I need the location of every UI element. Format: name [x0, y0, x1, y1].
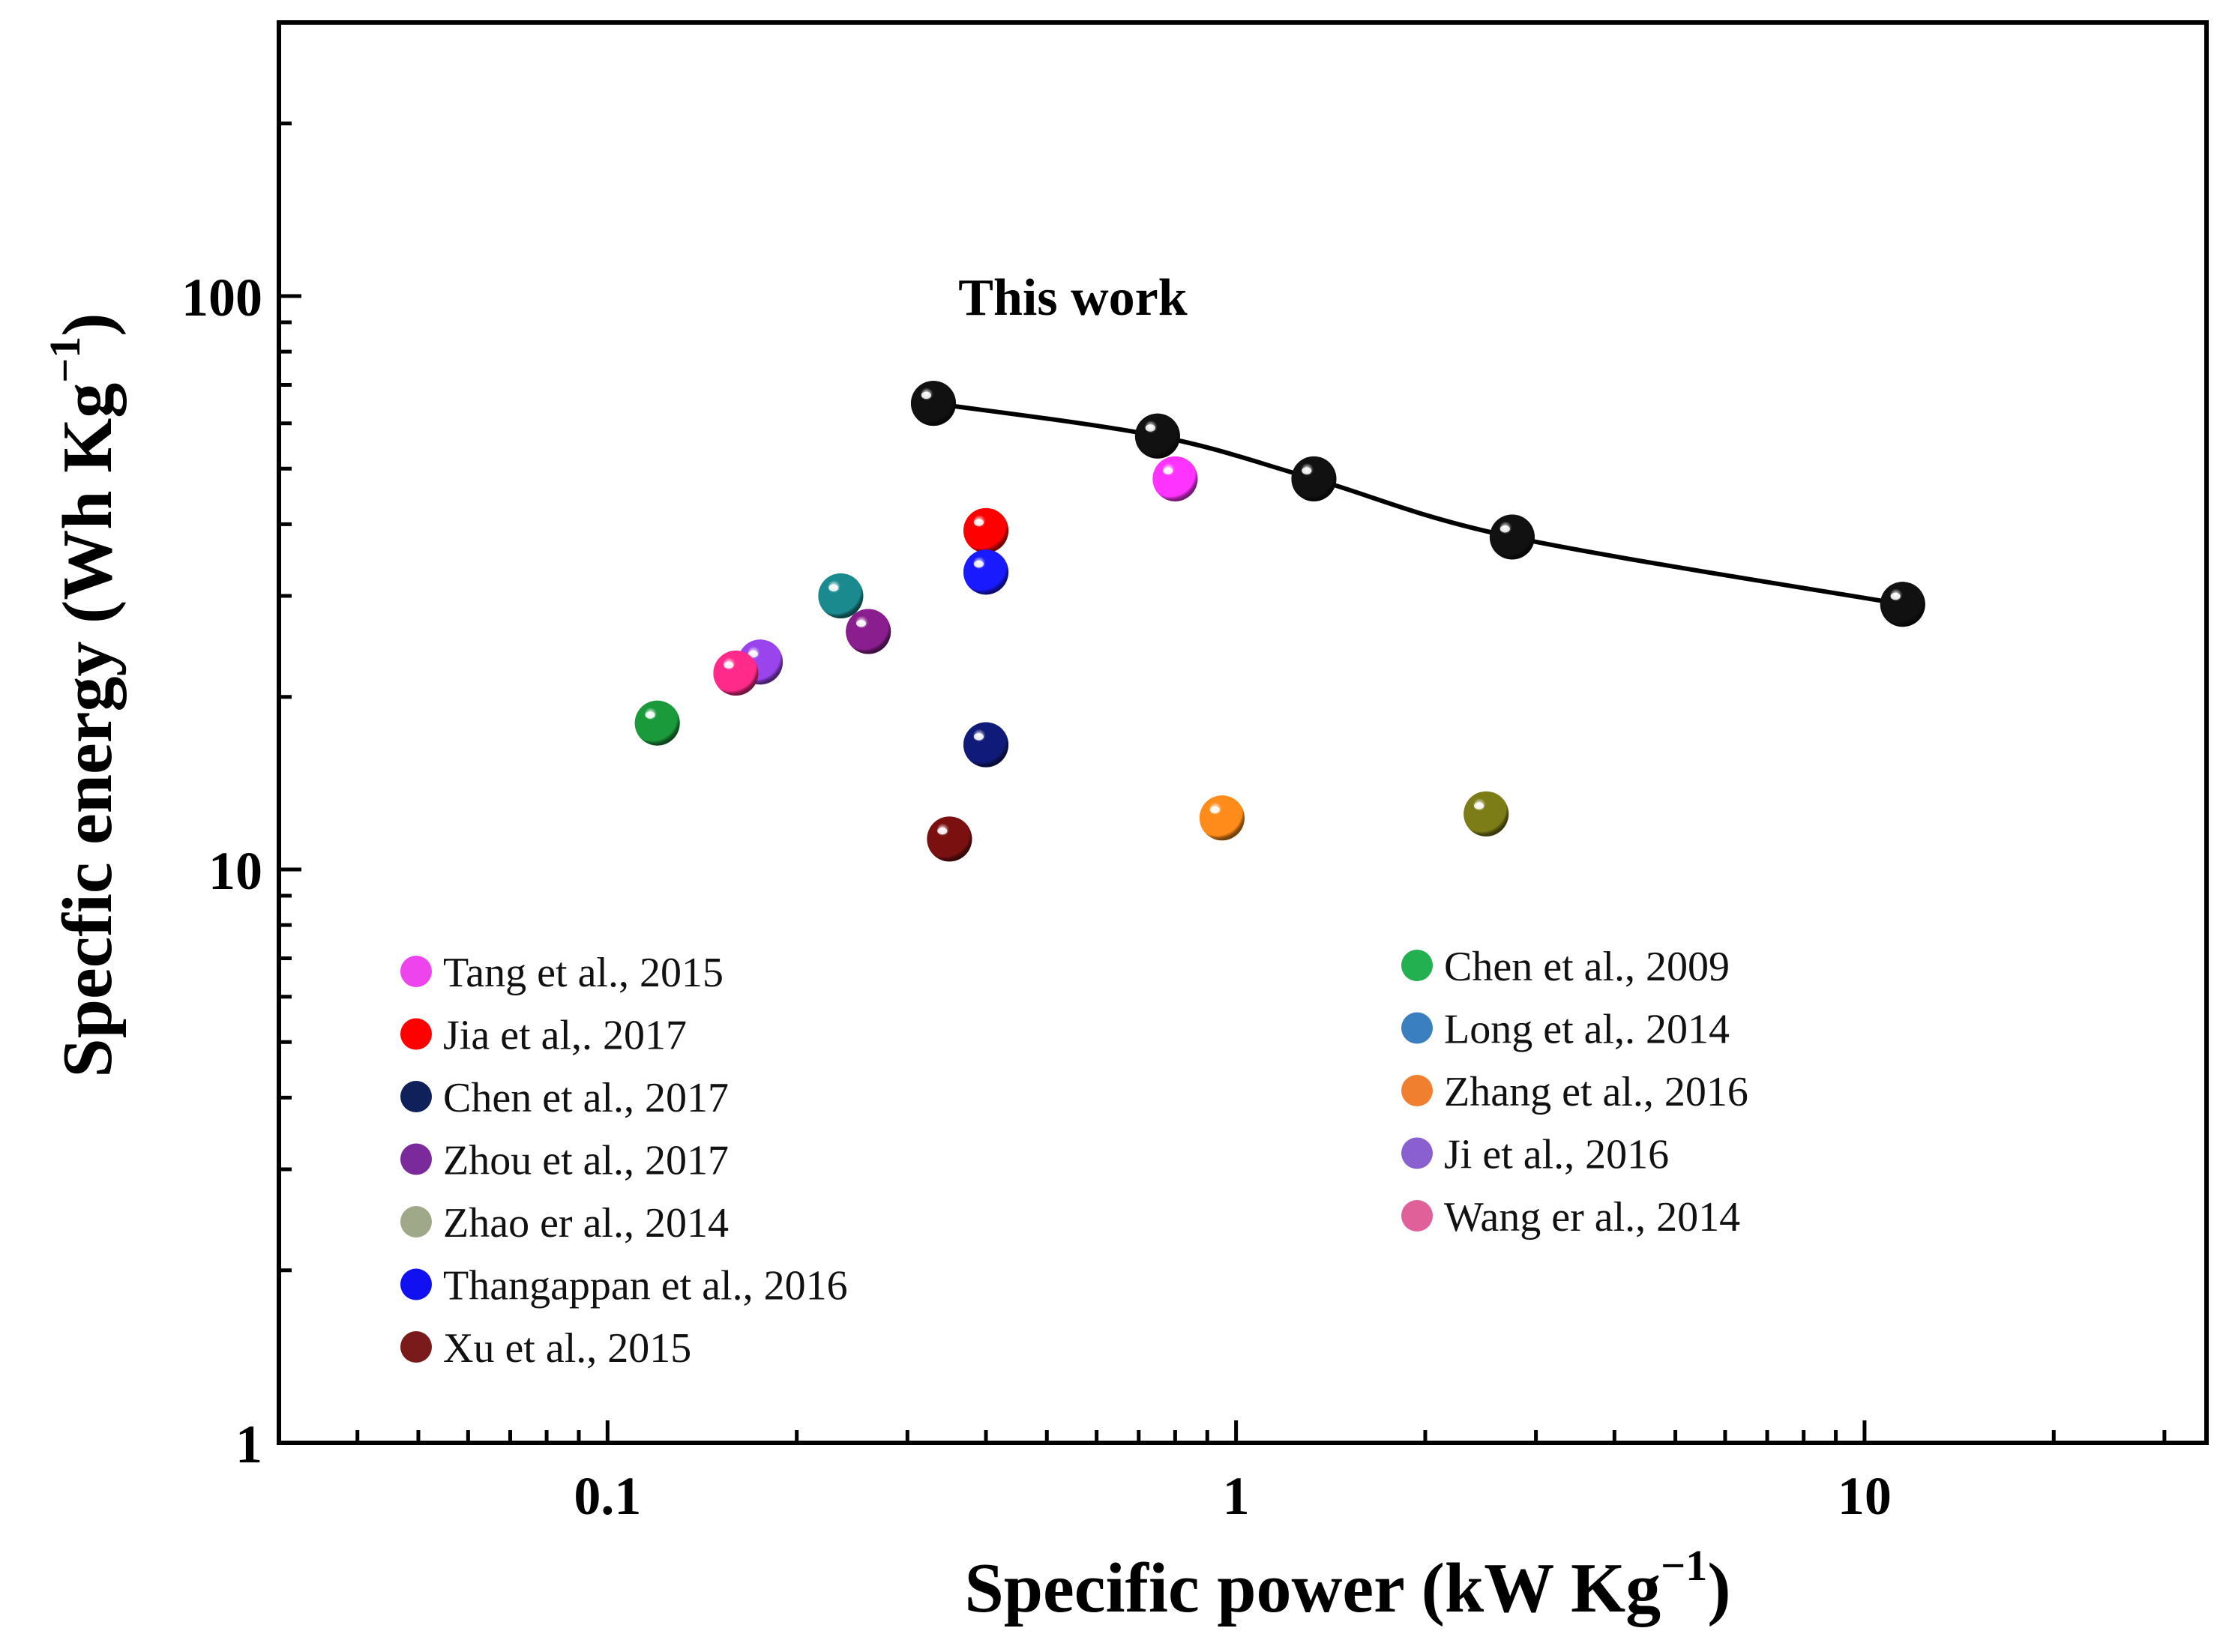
x-tick-label: 10 — [1838, 1466, 1892, 1526]
point-xu-et-al-2015 — [927, 816, 972, 862]
legend-marker — [1401, 1200, 1433, 1232]
legend-item-zhao-er-al-2014: Zhao er al., 2014 — [400, 1200, 729, 1246]
labels-layer: 0.1 1 10 1 10 100 Specific power (kW Kg−1) Spec… — [40, 268, 1892, 1627]
legend-marker — [400, 1268, 432, 1300]
point-zhang-et-al-2016 — [1199, 795, 1245, 841]
y-tick-label: 1 — [235, 1414, 262, 1474]
legend-label: Zhao er al., 2014 — [443, 1200, 729, 1246]
point-jia-et-al-2017 — [963, 507, 1009, 553]
point-wang-er-al-2014 — [713, 651, 759, 696]
legend-marker — [400, 1143, 432, 1175]
point-tang-et-al-2015 — [1152, 456, 1198, 501]
legend-item-zhou-et-al-2017: Zhou et al., 2017 — [400, 1138, 729, 1184]
legend-label: Ji et al., 2016 — [1444, 1132, 1669, 1178]
legend-item-xu-et-al-2015: Xu et al., 2015 — [400, 1325, 691, 1372]
legend-item-tang-et-al-2015: Tang et al., 2015 — [400, 950, 724, 996]
this-work-line-layer — [933, 401, 1904, 607]
legend-label: Thangappan et al., 2016 — [443, 1263, 848, 1309]
legend-marker — [1401, 1012, 1433, 1044]
this-work-annotation: This work — [958, 269, 1187, 327]
legend-item-long-et-al-2014: Long et al,. 2014 — [1401, 1007, 1730, 1053]
legend-label: Tang et al., 2015 — [443, 950, 724, 996]
y-axis-title: Specfic energy (Wh Kg−1) — [40, 313, 127, 1077]
legend-label: Chen et al., 2017 — [443, 1075, 729, 1121]
axes-layer — [277, 20, 2209, 1445]
points-layer — [634, 381, 1925, 862]
point-chen-et-al-2009 — [634, 700, 680, 746]
legend-item-zhang-et-al-2016: Zhang et al., 2016 — [1401, 1069, 1748, 1115]
point-zhao-er-al-2014 — [1464, 791, 1509, 836]
legend-item-ji-et-al-2016: Ji et al., 2016 — [1401, 1132, 1669, 1178]
legend-label: Wang er al., 2014 — [1444, 1194, 1740, 1240]
legend-marker — [400, 1206, 432, 1238]
legend-marker — [1401, 950, 1433, 981]
legend-marker — [400, 1018, 432, 1050]
plot-frame — [277, 20, 2209, 1445]
legend-marker — [1401, 1137, 1433, 1169]
legend-item-chen-et-al-2017: Chen et al., 2017 — [400, 1075, 729, 1121]
this-work-point — [1489, 514, 1535, 560]
point-zhou-et-al-2017 — [846, 609, 891, 654]
y-tick-label: 100 — [181, 268, 262, 328]
legend-item-jia-et-al-2017: Jia et al,. 2017 — [400, 1013, 687, 1059]
this-work-point — [1880, 582, 1925, 627]
point-thangappan-et-al-2016 — [963, 549, 1009, 595]
legend-item-thangappan-et-al-2016: Thangappan et al., 2016 — [400, 1263, 848, 1309]
this-work-line — [933, 401, 1904, 607]
this-work-point — [910, 381, 956, 426]
legend-label: Jia et al,. 2017 — [443, 1013, 687, 1059]
legend-label: Xu et al., 2015 — [443, 1325, 691, 1372]
legend-label: Chen et al., 2009 — [1444, 944, 1730, 990]
point-chen-et-al-2017 — [963, 722, 1009, 768]
point-long-et-al-2014 — [818, 573, 864, 619]
legend-marker — [1401, 1075, 1433, 1106]
legend-marker — [400, 1081, 432, 1112]
this-work-point — [1134, 413, 1180, 459]
x-tick-label: 1 — [1223, 1466, 1250, 1526]
legend-label: Zhang et al., 2016 — [1444, 1069, 1748, 1115]
legend-label: Long et al,. 2014 — [1444, 1007, 1730, 1053]
legend-item-chen-et-al-2009: Chen et al., 2009 — [1401, 944, 1730, 990]
legend-marker — [400, 1331, 432, 1363]
legend-marker — [400, 956, 432, 987]
legend-label: Zhou et al., 2017 — [443, 1138, 729, 1184]
legend-item-wang-er-al-2014: Wang er al., 2014 — [1401, 1194, 1740, 1240]
x-axis-title: Specific power (kW Kg−1) — [964, 1541, 1730, 1627]
legend-layer: Tang et al., 2015 Jia et al,. 2017 Chen et… — [400, 944, 1748, 1372]
x-tick-label: 0.1 — [574, 1466, 641, 1526]
this-work-point — [1291, 456, 1337, 501]
y-tick-label: 10 — [208, 841, 262, 901]
